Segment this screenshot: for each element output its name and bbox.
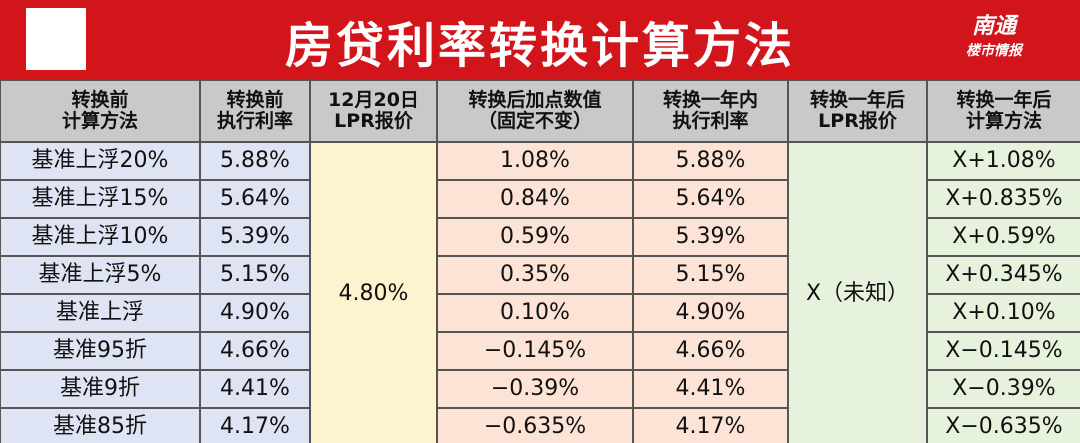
cell-text: 转换一年内 (662, 89, 758, 112)
title: 房贷利率转换计算方法 (284, 18, 795, 74)
table-cell: X−0.39% (927, 370, 1080, 408)
table-cell: −0.39% (437, 370, 633, 408)
table-cell: 基准上浮5% (0, 256, 200, 294)
table-cell: 5.15% (200, 256, 310, 294)
column-header: 转换前 执行利率 (200, 80, 310, 142)
table-cell: X+0.835% (927, 180, 1080, 218)
table-cell: 4.90% (633, 294, 788, 332)
table-cell: −0.635% (437, 408, 633, 443)
table-cell: 5.39% (633, 218, 788, 256)
logo: 南通 楼市情报 (966, 8, 1022, 60)
table-cell: 4.17% (633, 408, 788, 443)
cell-text: 转换前 (226, 89, 284, 112)
cell-text: 转换一年后 (956, 89, 1052, 112)
column-header: 转换一年内 执行利率 (633, 80, 788, 142)
table-cell: X+0.10% (927, 294, 1080, 332)
cell-text: （固定不变） (477, 110, 592, 132)
table-cell: 0.59% (437, 218, 633, 256)
table-cell: 4.66% (633, 332, 788, 370)
table-cell: −0.145% (437, 332, 633, 370)
table-cell: 基准上浮10% (0, 218, 200, 256)
cell-text: 执行利率 (216, 110, 293, 132)
table-cell: 5.39% (200, 218, 310, 256)
table-cell: 4.41% (633, 370, 788, 408)
table-cell: 5.64% (200, 180, 310, 218)
table-cell: 基准85折 (0, 408, 200, 443)
merged-cell: X（未知） (788, 142, 927, 443)
column-header: 转换一年后 LPR报价 (788, 80, 927, 142)
banner: 房贷利率转换计算方法 南通 楼市情报 (0, 0, 1080, 80)
table-cell: 基准上浮 (0, 294, 200, 332)
table-cell: 4.90% (200, 294, 310, 332)
cell-text: 转换后加点数值 (468, 89, 602, 112)
table-cell: X−0.145% (927, 332, 1080, 370)
cell-text: 计算方法 (61, 110, 138, 132)
table-cell: 4.66% (200, 332, 310, 370)
table-cell: 5.88% (633, 142, 788, 180)
cell-text: 12月20日 (328, 89, 419, 112)
table-cell: 基准95折 (0, 332, 200, 370)
table-cell: 5.88% (200, 142, 310, 180)
table-cell: 0.10% (437, 294, 633, 332)
table-cell: 基准上浮20% (0, 142, 200, 180)
table-cell: 0.35% (437, 256, 633, 294)
table-cell: 5.64% (633, 180, 788, 218)
column-header: 12月20日 LPR报价 (310, 80, 437, 142)
table-cell: X−0.635% (927, 408, 1080, 443)
qr-code (26, 8, 86, 70)
table-cell: 5.15% (633, 256, 788, 294)
table-cell: X+0.59% (927, 218, 1080, 256)
merged-cell: 4.80% (310, 142, 437, 443)
cell-text: LPR报价 (334, 110, 413, 132)
logo-line: 南通 (971, 14, 1016, 39)
cell-text: 转换前 (71, 89, 129, 112)
table-cell: X+1.08% (927, 142, 1080, 180)
table-cell: X+0.345% (927, 256, 1080, 294)
cell-text: LPR报价 (818, 110, 897, 132)
cell-text: 执行利率 (672, 110, 749, 132)
table-cell: 基准9折 (0, 370, 200, 408)
cell-text: 计算方法 (965, 110, 1042, 132)
table-cell: 基准上浮15% (0, 180, 200, 218)
table-cell: 4.17% (200, 408, 310, 443)
table-cell: 4.41% (200, 370, 310, 408)
table-cell: 0.84% (437, 180, 633, 218)
column-header: 转换一年后 计算方法 (927, 80, 1080, 142)
logo-line: 楼市情报 (966, 43, 1022, 59)
table-cell: 1.08% (437, 142, 633, 180)
cell-text: 转换一年后 (809, 89, 905, 112)
column-header: 转换后加点数值 （固定不变） (437, 80, 633, 142)
column-header: 转换前 计算方法 (0, 80, 200, 142)
